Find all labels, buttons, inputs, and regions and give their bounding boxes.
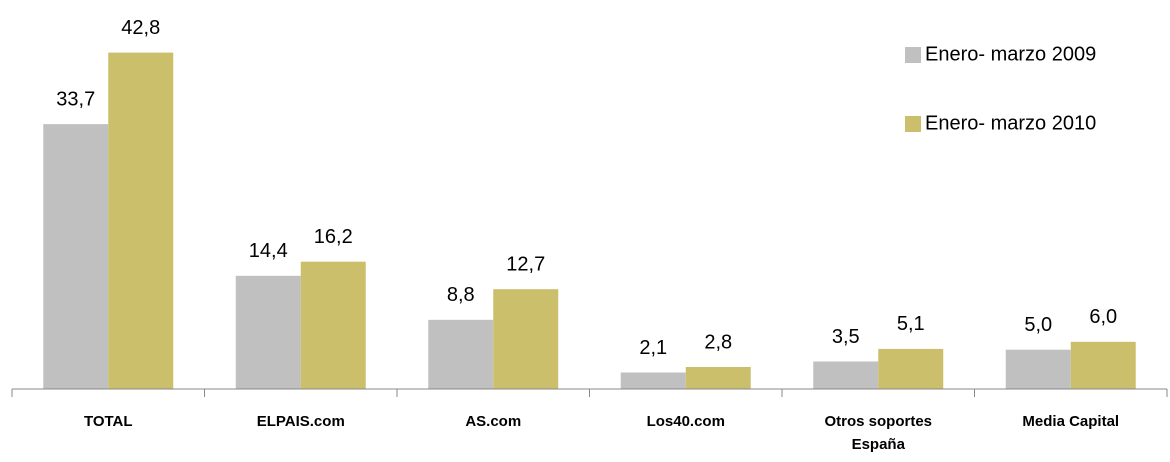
data-label: 12,7 [506,253,545,275]
bar [300,261,366,389]
data-label: 8,8 [447,284,475,306]
bar [878,348,944,389]
data-label: 33,7 [56,88,95,110]
bar [813,361,879,389]
data-label: 5,1 [897,313,925,335]
data-label: 16,2 [314,226,353,248]
data-label: 5,0 [1024,314,1052,336]
data-label: 42,8 [121,17,160,39]
legend-swatch [905,47,921,63]
bar [428,319,494,389]
bar [1005,349,1071,389]
x-tick-label: TOTAL [83,413,133,430]
data-label: 2,1 [639,337,667,359]
x-tick-label: Otros soportes España [824,413,933,453]
bar [685,366,751,389]
data-label: 14,4 [249,240,288,262]
bar [235,275,301,389]
x-tick-label: ELPAIS.com [256,413,345,430]
legend-swatch [905,116,921,132]
data-label: 6,0 [1089,306,1117,328]
bar [493,289,559,389]
bar [43,124,109,390]
data-label: 2,8 [704,331,732,353]
x-tick-label: Media Capital [1022,413,1120,430]
bar [1070,341,1136,389]
bar [108,52,174,389]
legend-label: Enero- marzo 2009 [925,43,1096,65]
bar [620,372,686,389]
x-tick-label: Los40.com [646,413,725,430]
data-label: 3,5 [832,326,860,348]
legend-label: Enero- marzo 2010 [925,112,1096,134]
x-tick-label: AS.com [465,413,522,430]
